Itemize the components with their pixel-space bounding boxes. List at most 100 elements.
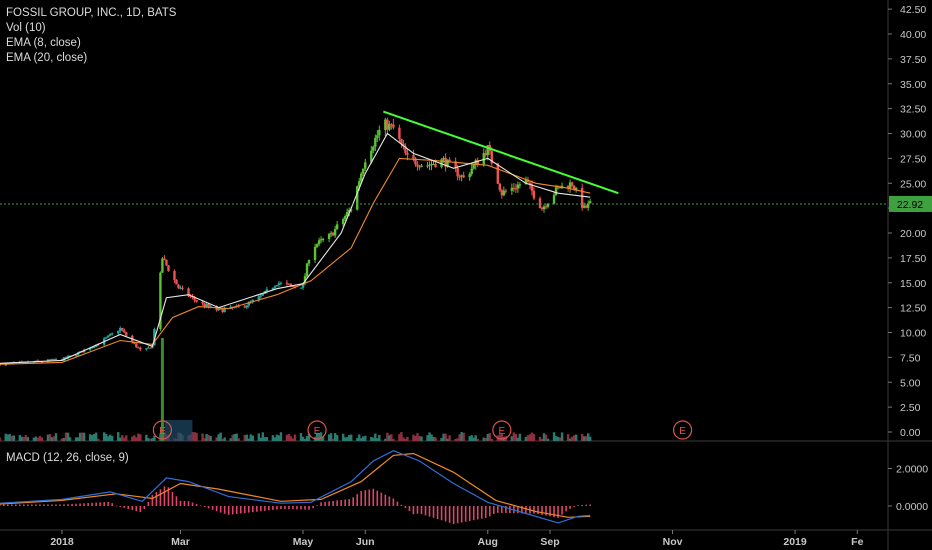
candle-body [217, 308, 220, 311]
candle-body [552, 195, 556, 204]
macd-histogram-bar [284, 506, 286, 510]
volume-bar [223, 437, 226, 441]
volume-bar [430, 434, 433, 441]
volume-bar [362, 436, 365, 441]
price-axis-label: 25.00 [900, 178, 926, 190]
macd-histogram-bar [476, 506, 479, 520]
candle-body [273, 286, 277, 288]
macd-histogram-bar [276, 506, 278, 510]
volume-bar [329, 433, 333, 441]
candle-body [414, 158, 417, 165]
volume-bar [102, 432, 106, 441]
volume-bar [444, 433, 447, 441]
volume-bar [287, 433, 291, 441]
macd-histogram-bar [219, 506, 222, 513]
macd-histogram-bar [288, 506, 290, 510]
volume-bar [544, 434, 548, 441]
macd-histogram-bar [268, 506, 270, 511]
macd-histogram-bar [412, 506, 415, 515]
volume-bar [315, 432, 319, 441]
volume-bar [153, 435, 156, 441]
macd-histogram-bar [215, 506, 218, 512]
ema20-indicator-label[interactable]: EMA (20, close) [6, 52, 88, 64]
candle-body [271, 287, 275, 290]
macd-histogram-bar [376, 490, 379, 506]
volume-bar [412, 434, 415, 441]
volume-indicator-label[interactable]: Vol (10) [6, 22, 46, 34]
volume-bar [546, 438, 550, 441]
macd-signal-line [0, 452, 591, 518]
candle-body [440, 159, 443, 168]
volume-bar [191, 432, 194, 441]
volume-bar [586, 433, 590, 441]
volume-bar [289, 436, 293, 441]
candle-body [335, 224, 339, 230]
volume-bar [62, 437, 66, 441]
candle-body [360, 173, 363, 182]
candle-body [209, 305, 212, 307]
candle-body [390, 124, 393, 126]
volume-bar [574, 434, 578, 441]
ema8-indicator-label[interactable]: EMA (8, close) [6, 37, 81, 49]
candle-body [193, 297, 196, 300]
volume-bar [350, 434, 353, 441]
volume-bar [364, 435, 367, 441]
volume-bar [582, 436, 586, 441]
macd-histogram-bar [63, 504, 65, 506]
macd-histogram-bar [501, 506, 503, 513]
macd-histogram-bar [55, 504, 57, 506]
volume-bar [111, 436, 114, 441]
macd-histogram-bar [436, 506, 439, 520]
macd-histogram-bar [573, 506, 575, 508]
volume-bar [293, 434, 297, 441]
macd-histogram-bar [203, 506, 206, 507]
candle-body [345, 211, 349, 217]
volume-bar [384, 438, 387, 441]
candle-body [104, 337, 108, 339]
volume-bar [66, 432, 70, 441]
volume-bar [50, 437, 54, 441]
macd-histogram-bar [541, 506, 543, 515]
macd-histogram-bar [296, 506, 298, 510]
candle-body [327, 233, 331, 239]
volume-bar [245, 434, 248, 441]
macd-histogram-bar [227, 506, 230, 515]
candle-body [299, 287, 303, 289]
volume-bar [279, 432, 283, 441]
macd-histogram-bar [272, 506, 274, 510]
macd-histogram-bar [408, 506, 411, 512]
volume-bar [540, 438, 544, 441]
volume-bar [24, 435, 28, 441]
volume-bar [277, 435, 281, 441]
candle-body [123, 330, 126, 333]
volume-bar [319, 432, 323, 441]
candle-body [434, 164, 437, 168]
candle-body [207, 303, 210, 307]
macd-histogram-bar [143, 506, 146, 510]
volume-bar [580, 433, 584, 441]
volume-bar [468, 436, 471, 441]
candle-body [500, 190, 504, 196]
candle-body [378, 129, 381, 136]
candle-body [512, 187, 516, 189]
volume-bar [488, 433, 491, 441]
candle-body [446, 159, 449, 167]
candle-body [570, 182, 574, 186]
volume-bar [560, 432, 564, 441]
candle-body [189, 295, 192, 297]
candle-body [524, 179, 528, 185]
candle-body [400, 138, 403, 144]
macd-histogram-bar [264, 506, 266, 511]
macd-histogram-bar [35, 504, 37, 506]
volume-bar [46, 434, 50, 441]
macd-indicator-label[interactable]: MACD (12, 26, close, 9) [6, 452, 129, 464]
time-axis-label: Fe [851, 536, 863, 548]
symbol-title[interactable]: FOSSIL GROUP, INC., 1D, BATS [6, 7, 177, 19]
candle-body [530, 184, 534, 191]
candle-body [219, 308, 222, 310]
candle-body [119, 328, 122, 331]
volume-bar [243, 434, 246, 441]
candle-body [430, 164, 433, 166]
candle-body [203, 303, 206, 307]
